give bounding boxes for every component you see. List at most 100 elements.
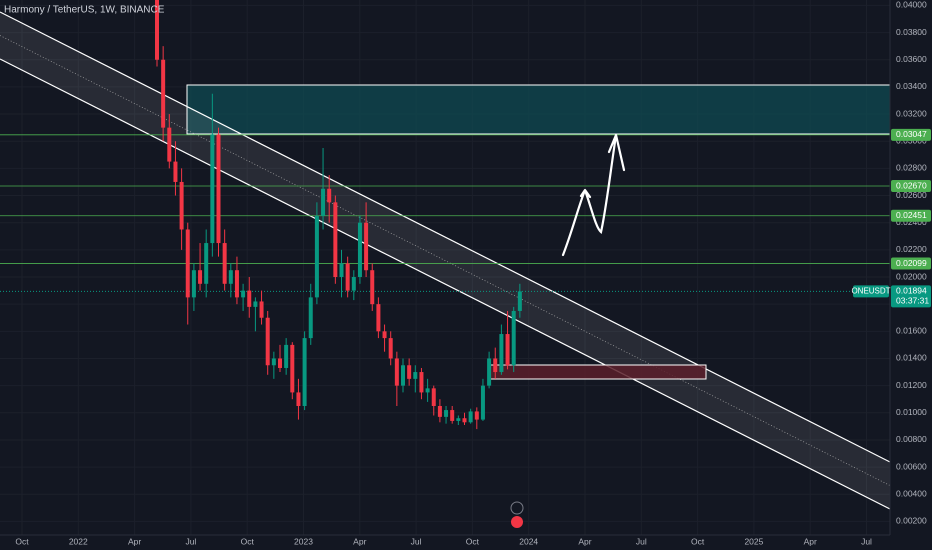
x-tick-label: Apr [128, 536, 141, 546]
candle-body [290, 344, 295, 393]
candle-body [302, 338, 307, 407]
candle-body [468, 411, 473, 423]
candle-body [480, 385, 485, 420]
candle-body [155, 0, 159, 60]
candle-body [401, 365, 405, 386]
candle-body [228, 270, 233, 284]
x-tick-label: Apr [578, 536, 591, 546]
y-tick-label: 0.03800 [896, 27, 927, 37]
y-tick-label: 0.02000 [896, 271, 927, 281]
symbol-tag [853, 285, 889, 298]
candle-body [210, 134, 215, 244]
level-tag [891, 128, 931, 141]
y-tick-label: 0.04000 [896, 0, 927, 10]
x-tick-label: Oct [15, 536, 29, 546]
candle-body [167, 127, 172, 162]
candle-body [493, 358, 498, 373]
candle-body [314, 215, 319, 298]
candle-body [431, 388, 436, 407]
target-zone [186, 84, 932, 135]
grid [0, 0, 890, 535]
candle-body [376, 304, 381, 332]
candle-body [265, 317, 270, 366]
x-tick-label: 2022 [69, 536, 88, 546]
candle-body [296, 392, 301, 407]
channel-mid [0, 35, 891, 486]
candle-body [198, 270, 203, 284]
candle-body [351, 277, 356, 291]
dividend-icon[interactable] [511, 516, 523, 528]
levels [0, 134, 890, 292]
candle-body [278, 358, 282, 368]
candle-body [173, 161, 178, 182]
candle-body [394, 358, 399, 386]
candle-body [204, 243, 209, 284]
candle-body [511, 310, 516, 366]
candle-body [222, 243, 227, 284]
x-tick-label: Apr [353, 536, 366, 546]
candle-body [247, 290, 252, 307]
candle-body [419, 372, 424, 393]
candle-body [370, 270, 375, 305]
y-tick-label: 0.02200 [896, 244, 927, 254]
y-tick-label: 0.02600 [896, 190, 927, 200]
candle-body [253, 301, 258, 307]
y-tick-label: 0.03400 [896, 81, 927, 91]
last-price-label: 0.01894 [896, 286, 927, 296]
x-tick-label: Oct [691, 536, 705, 546]
candle-body [357, 222, 362, 278]
candle-body [179, 181, 184, 230]
candle-body [505, 334, 510, 366]
candle-body [259, 301, 264, 318]
level-tag [891, 209, 931, 222]
y-tick-label: 0.01000 [896, 407, 927, 417]
x-tick-label: 2024 [519, 536, 538, 546]
candle-body [425, 388, 430, 393]
candle-body [450, 410, 455, 421]
countdown-label: 03:37:31 [896, 296, 929, 306]
x-tick-label: Apr [804, 536, 817, 546]
level-label: 0.02670 [896, 180, 927, 190]
candle-body [234, 270, 239, 298]
candle-body [284, 344, 289, 368]
chart-title: Harmony / TetherUS, 1W, BINANCE [4, 5, 165, 16]
candle-body [444, 410, 449, 417]
y-tick-label: 0.02800 [896, 163, 927, 173]
price-tag [891, 285, 931, 308]
channel-top [0, 11, 891, 463]
candle-body [185, 229, 190, 298]
y-tick-label: 0.00400 [896, 489, 927, 499]
x-tick-label: Jul [411, 536, 422, 546]
candle-body [339, 263, 344, 278]
event-icon[interactable] [510, 501, 524, 515]
x-tick-label: 2023 [294, 536, 313, 546]
channel-bottom [0, 58, 891, 510]
y-tick-label: 0.00800 [896, 434, 927, 444]
candle-body [413, 372, 418, 379]
y-tick-label: 0.01400 [896, 353, 927, 363]
candle-body [345, 263, 350, 291]
level-label: 0.02099 [896, 258, 927, 268]
candle-body [487, 358, 492, 386]
candle-body [308, 297, 313, 339]
x-tick-label: 2025 [744, 536, 763, 546]
candle-body [321, 188, 326, 216]
candle-body [517, 291, 522, 311]
candle-body [241, 290, 246, 298]
level-tag [891, 257, 931, 270]
price-axis [890, 0, 932, 550]
candle-body [333, 202, 338, 278]
candle-body [327, 188, 332, 203]
x-tick-label: Jul [185, 536, 196, 546]
level-label: 0.03047 [896, 129, 927, 139]
x-tick-label: Jul [636, 536, 647, 546]
candle-body [474, 411, 479, 420]
candle-body [216, 134, 221, 244]
y-tick-label: 0.00200 [896, 516, 927, 526]
candle-body [161, 59, 166, 128]
candle-body [191, 270, 196, 298]
level-label: 0.02451 [896, 210, 927, 220]
x-tick-label: Oct [466, 536, 480, 546]
candle-body [382, 331, 387, 339]
